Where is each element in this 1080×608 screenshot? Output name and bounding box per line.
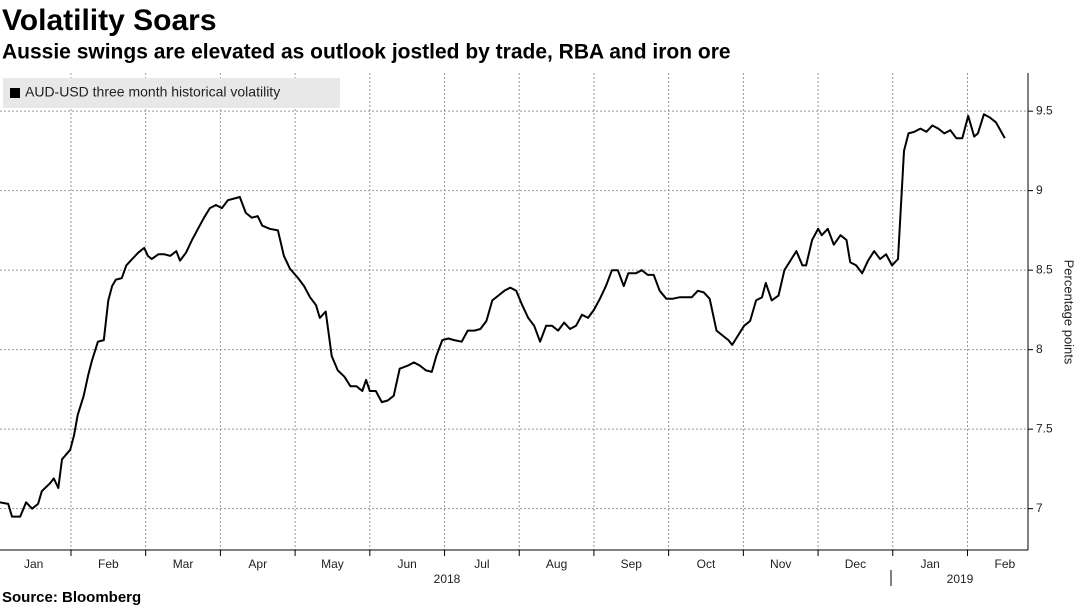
x-tick-label: Mar (173, 557, 194, 571)
source: Source: Bloomberg (2, 589, 141, 606)
chart-title: Volatility Soars (2, 4, 217, 37)
x-tick-label: Jun (397, 557, 416, 571)
chart-subtitle: Aussie swings are elevated as outlook jo… (2, 41, 731, 64)
x-tick-label: Jan (920, 557, 939, 571)
series-line (0, 113, 1006, 518)
legend-swatch (10, 88, 20, 98)
x-tick-label: Sep (621, 557, 643, 571)
y-tick-label: 9 (1036, 183, 1043, 197)
y-tick-label: 8.5 (1036, 262, 1053, 276)
legend-label: AUD-USD three month historical volatilit… (25, 84, 280, 100)
x-tick-label: Feb (98, 557, 119, 571)
y-axis-label: Percentage points (1062, 260, 1077, 365)
x-tick-label: Feb (994, 557, 1015, 571)
x-tick-label: May (321, 557, 344, 571)
x-tick-label: Jan (24, 557, 43, 571)
legend-box (3, 78, 340, 108)
y-tick-label: 9.5 (1036, 103, 1053, 117)
x-tick-label: Apr (248, 557, 267, 571)
x-tick-label: Oct (697, 557, 716, 571)
x-tick-label: Dec (845, 557, 866, 571)
y-tick-label: 7.5 (1036, 421, 1053, 435)
year-label: 2019 (947, 572, 974, 586)
year-label: 2018 (434, 572, 461, 586)
y-tick-label: 7 (1036, 501, 1043, 515)
x-tick-label: Nov (770, 557, 791, 571)
x-tick-label: Jul (474, 557, 489, 571)
y-tick-label: 8 (1036, 342, 1043, 356)
x-tick-label: Aug (546, 557, 567, 571)
